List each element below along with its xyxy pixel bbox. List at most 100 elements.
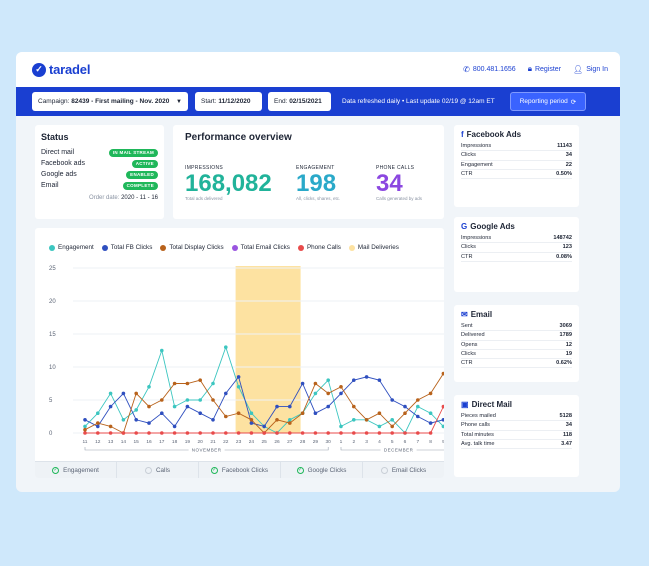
status-label: Facebook ads	[41, 160, 85, 167]
data-point	[185, 431, 190, 435]
data-point	[313, 411, 318, 415]
x-tick-label: 15	[134, 439, 140, 445]
x-tick-label: 20	[198, 439, 204, 445]
stat-label: Pieces mailed	[461, 413, 496, 420]
data-point	[160, 411, 164, 415]
stat-value: 3069	[559, 323, 572, 330]
toggle-engagement[interactable]: ✓ Engagement	[35, 462, 117, 478]
kpi-sub: Calls generated by ads	[376, 196, 423, 201]
x-tick-label: 17	[159, 439, 165, 445]
data-point	[147, 404, 151, 409]
data-point	[364, 375, 369, 379]
start-date-field[interactable]: Start: 11/12/2020	[195, 92, 262, 111]
legend-item[interactable]: Engagement	[49, 244, 94, 251]
toggle-email-clicks[interactable]: Email Clicks	[363, 462, 444, 478]
status-badge: COMPLETE	[122, 181, 158, 190]
data-point	[390, 424, 395, 429]
kpi-sub: Total ads delivered	[185, 196, 223, 201]
data-point	[236, 431, 241, 435]
stat-label: Delivered	[461, 332, 485, 339]
stat-value: 0.62%	[556, 360, 572, 367]
register-link[interactable]: 🔒︎ Register	[528, 64, 561, 74]
facebook-ads-card: f Facebook Ads Impressions 11143 Clicks 34 …	[454, 125, 579, 207]
data-point	[352, 418, 356, 422]
month-label-bg	[380, 447, 417, 453]
data-point	[160, 398, 164, 402]
phone-link[interactable]: ✆ 800.481.1656	[463, 64, 516, 74]
data-point	[224, 391, 228, 396]
x-tick-label: 12	[95, 439, 101, 445]
data-point	[441, 404, 444, 409]
data-point	[339, 431, 343, 435]
stat-row: CTR 0.08%	[461, 253, 572, 262]
stat-row: Impressions 148742	[461, 234, 572, 244]
legend-label: Total Display Clicks	[169, 244, 224, 251]
stat-value: 1789	[559, 332, 572, 339]
user-icon: 👤︎	[573, 64, 584, 74]
x-tick-label: 6	[404, 439, 407, 445]
stat-label: CTR	[461, 360, 473, 367]
stat-row: Avg. talk time 3.47	[461, 440, 572, 450]
data-point	[96, 421, 100, 425]
x-tick-label: 25	[262, 439, 268, 445]
stat-label: Sent	[461, 323, 473, 330]
legend-item[interactable]: Total Email Clicks	[231, 244, 290, 251]
data-point	[160, 348, 164, 353]
stat-label: CTR	[461, 171, 473, 178]
toggle-google-clicks[interactable]: ✓ Google Clicks	[281, 462, 363, 478]
stat-value: 3.47	[561, 441, 572, 448]
stat-row: Total minutes 118	[461, 431, 572, 440]
kpi-label: PHONE CALLS	[376, 165, 415, 171]
kpi-value: 34	[376, 170, 403, 197]
legend-item[interactable]: Total FB Clicks	[101, 244, 152, 251]
stat-label: Impressions	[461, 143, 492, 150]
legend-item[interactable]: Phone Calls	[297, 244, 341, 251]
data-point	[134, 391, 138, 396]
stat-row: Impressions 11143	[461, 142, 572, 152]
toggle-facebook-clicks[interactable]: ✓ Facebook Clicks	[199, 462, 281, 478]
signin-link[interactable]: 👤︎ Sign In	[573, 64, 608, 74]
phone-icon: ✆	[463, 64, 470, 74]
data-point	[352, 404, 356, 409]
kpi-engagement: ENGAGEMENT 198 All, clicks, shares, etc.	[296, 165, 340, 201]
x-tick-label: 5	[391, 439, 394, 445]
start-value: 11/12/2020	[218, 98, 251, 105]
stat-label: Engagement	[461, 161, 493, 168]
x-tick-label: 19	[185, 439, 191, 445]
x-tick-label: 3	[365, 439, 368, 445]
status-label: Email	[41, 182, 59, 189]
data-point	[121, 431, 126, 435]
x-tick-label: 28	[300, 439, 306, 445]
stat-value: 34	[565, 152, 572, 159]
legend-item[interactable]: Total Display Clicks	[160, 244, 224, 251]
end-date-field[interactable]: End: 02/15/2021	[268, 92, 331, 111]
campaign-select[interactable]: Campaign: 82439 - First mailing - Nov. 2…	[32, 92, 188, 111]
legend-dot	[49, 244, 55, 251]
stat-label: Total minutes	[461, 431, 494, 438]
data-point	[377, 424, 382, 429]
reporting-period-button[interactable]: Reporting period ⟳	[510, 92, 586, 111]
data-point	[249, 431, 254, 435]
stat-row: Clicks 34	[461, 151, 572, 161]
data-point	[147, 421, 151, 425]
toggle-calls[interactable]: Calls	[117, 462, 199, 478]
kpi-impressions: IMPRESSIONS 168,082 Total ads delivered	[185, 165, 272, 201]
stat-value: 19	[565, 351, 572, 358]
data-point	[416, 414, 420, 419]
data-point	[416, 431, 420, 435]
data-point	[83, 418, 87, 422]
data-point	[249, 418, 254, 422]
data-point	[224, 345, 228, 349]
data-point	[288, 418, 292, 422]
data-point	[211, 431, 215, 435]
data-point	[185, 404, 190, 409]
data-point	[441, 371, 444, 376]
taradel-logo[interactable]: ✓ taradel	[32, 62, 90, 77]
stat-value: 12	[565, 341, 572, 348]
data-point	[326, 431, 331, 435]
legend-item[interactable]: Mail Deliveries	[348, 244, 399, 251]
data-point	[185, 381, 190, 386]
toggle-label: Email Clicks	[391, 466, 427, 474]
data-point	[300, 431, 305, 435]
logo-text: taradel	[49, 62, 91, 77]
